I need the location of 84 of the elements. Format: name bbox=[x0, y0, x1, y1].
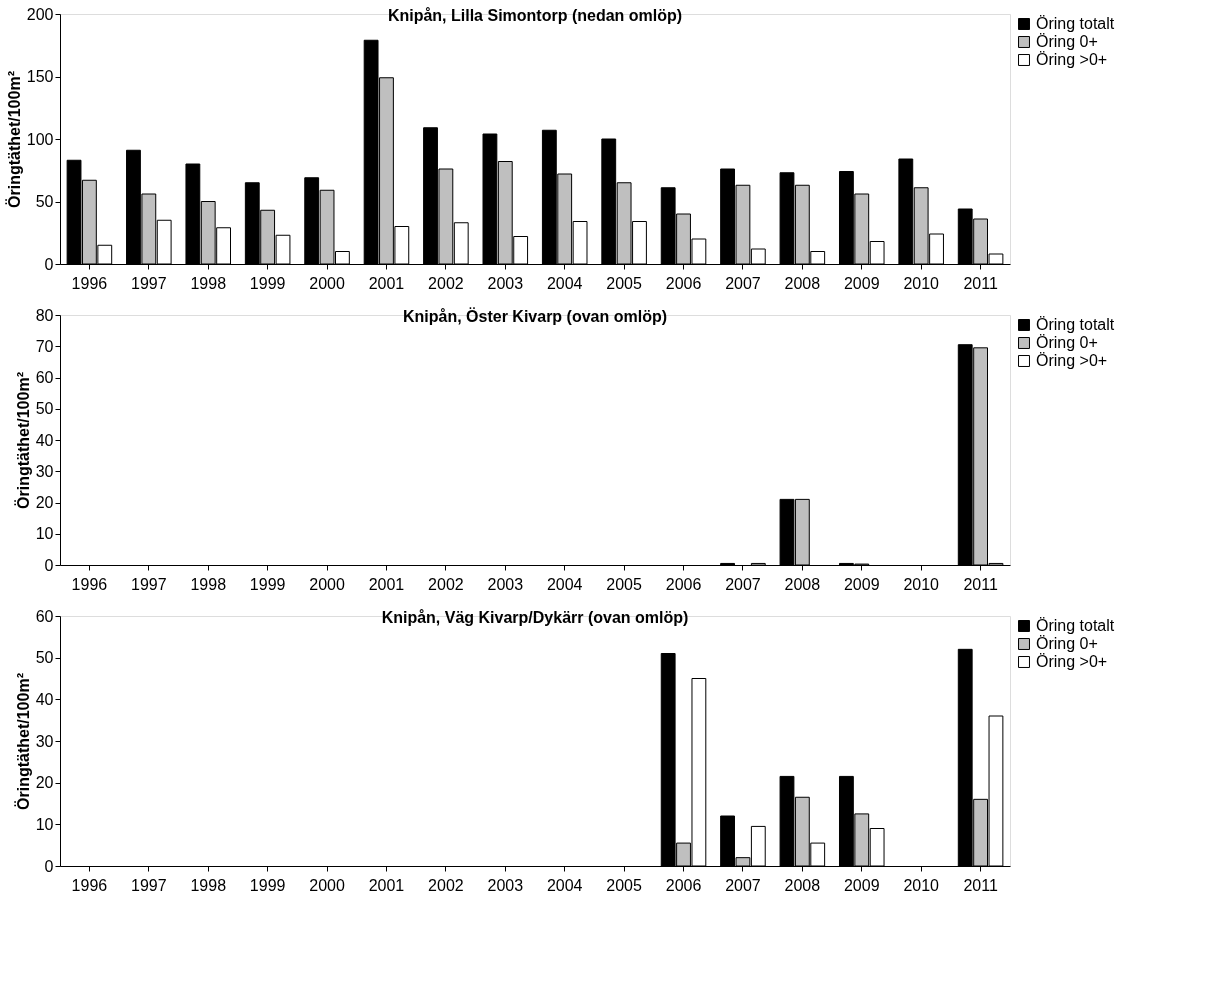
x-tick-label: 2001 bbox=[368, 876, 405, 894]
x-tick-label: 1999 bbox=[249, 274, 286, 292]
legend-label: Öring totalt bbox=[1036, 316, 1115, 333]
y-tick-label: 60 bbox=[35, 607, 54, 625]
legend-label: Öring 0+ bbox=[1036, 635, 1098, 652]
y-tick-label: 30 bbox=[35, 732, 54, 750]
legend-label: Öring 0+ bbox=[1036, 334, 1098, 351]
y-axis-title: Öringtäthet/100m² bbox=[13, 372, 32, 509]
y-tick-label: 0 bbox=[44, 556, 54, 574]
x-tick-label: 2003 bbox=[487, 876, 524, 894]
y-tick-label: 0 bbox=[44, 857, 54, 875]
x-tick-label: 2011 bbox=[963, 876, 998, 894]
x-tick-label: 1996 bbox=[71, 876, 108, 894]
x-tick-label: 2003 bbox=[487, 274, 524, 292]
x-tick-label: 2000 bbox=[309, 575, 345, 593]
x-tick-label: 2009 bbox=[843, 274, 880, 292]
x-tick-label: 1996 bbox=[71, 575, 108, 593]
legend-label: Öring totalt bbox=[1036, 617, 1115, 634]
x-tick-label: 2008 bbox=[784, 876, 821, 894]
y-tick-label: 50 bbox=[35, 649, 54, 667]
x-tick-label: 2009 bbox=[843, 876, 880, 894]
x-tick-label: 2002 bbox=[428, 274, 464, 292]
y-tick-label: 20 bbox=[35, 774, 54, 792]
x-tick-label: 2007 bbox=[725, 575, 761, 593]
legend-label: Öring >0+ bbox=[1036, 352, 1108, 369]
chart-title: Knipån, Öster Kivarp (ovan omlöp) bbox=[402, 307, 668, 325]
chart-title: Knipån, Lilla Simontorp (nedan omlöp) bbox=[387, 7, 683, 24]
x-tick-label: 2000 bbox=[309, 274, 345, 292]
y-axis-title: Öringtäthet/100m² bbox=[4, 71, 23, 208]
x-tick-label: 2006 bbox=[665, 575, 702, 593]
x-tick-label: 2000 bbox=[309, 876, 345, 894]
x-tick-label: 2010 bbox=[903, 274, 940, 292]
legend-label: Öring totalt bbox=[1036, 15, 1115, 32]
x-tick-label: 1998 bbox=[190, 575, 227, 593]
y-tick-label: 70 bbox=[35, 337, 54, 355]
x-tick-label: 2004 bbox=[546, 575, 583, 593]
x-tick-label: 2010 bbox=[903, 876, 940, 894]
x-tick-label: 2005 bbox=[606, 274, 643, 292]
y-tick-label: 10 bbox=[35, 525, 54, 543]
x-tick-label: 1997 bbox=[131, 274, 167, 292]
x-tick-label: 1997 bbox=[131, 876, 167, 894]
x-tick-label: 2001 bbox=[368, 274, 405, 292]
y-tick-label: 200 bbox=[26, 5, 54, 23]
y-tick-label: 60 bbox=[35, 369, 54, 386]
y-tick-label: 0 bbox=[44, 255, 54, 273]
x-tick-label: 1999 bbox=[249, 575, 286, 593]
y-tick-label: 20 bbox=[35, 494, 54, 511]
x-tick-label: 1997 bbox=[131, 575, 167, 593]
x-tick-label: 2006 bbox=[665, 876, 702, 894]
y-tick-label: 50 bbox=[35, 400, 54, 418]
chart-title: Knipån, Väg Kivarp/Dykärr (ovan omlöp) bbox=[381, 609, 689, 626]
y-axis-title: Öringtäthet/100m² bbox=[13, 673, 32, 810]
y-tick-label: 100 bbox=[26, 130, 54, 148]
x-tick-label: 2011 bbox=[963, 274, 998, 292]
legend-label: Öring >0+ bbox=[1036, 51, 1108, 68]
x-tick-label: 2002 bbox=[428, 876, 464, 894]
legend-label: Öring 0+ bbox=[1036, 33, 1098, 50]
y-tick-label: 40 bbox=[35, 690, 54, 708]
y-tick-label: 80 bbox=[35, 306, 54, 324]
x-tick-label: 1996 bbox=[71, 274, 108, 292]
y-tick-label: 150 bbox=[26, 68, 54, 85]
x-tick-label: 2007 bbox=[725, 274, 761, 292]
x-tick-label: 2004 bbox=[546, 274, 583, 292]
x-tick-label: 2009 bbox=[843, 575, 880, 593]
x-tick-label: 2001 bbox=[368, 575, 405, 593]
y-tick-label: 10 bbox=[35, 815, 54, 833]
x-tick-label: 2005 bbox=[606, 575, 643, 593]
x-tick-label: 2006 bbox=[665, 274, 702, 292]
x-tick-label: 2005 bbox=[606, 876, 643, 894]
x-tick-label: 2002 bbox=[428, 575, 464, 593]
x-tick-label: 2004 bbox=[546, 876, 583, 894]
x-tick-label: 2003 bbox=[487, 575, 524, 593]
y-tick-label: 40 bbox=[35, 431, 54, 449]
x-tick-label: 1998 bbox=[190, 876, 227, 894]
y-tick-label: 30 bbox=[35, 462, 54, 480]
x-tick-label: 2007 bbox=[725, 876, 761, 894]
x-tick-label: 1999 bbox=[249, 876, 286, 894]
x-tick-label: 2008 bbox=[784, 274, 821, 292]
legend-label: Öring >0+ bbox=[1036, 653, 1108, 670]
x-tick-label: 2008 bbox=[784, 575, 821, 593]
y-tick-label: 50 bbox=[35, 193, 54, 210]
x-tick-label: 2011 bbox=[963, 575, 998, 593]
x-tick-label: 2010 bbox=[903, 575, 940, 593]
x-tick-label: 1998 bbox=[190, 274, 227, 292]
